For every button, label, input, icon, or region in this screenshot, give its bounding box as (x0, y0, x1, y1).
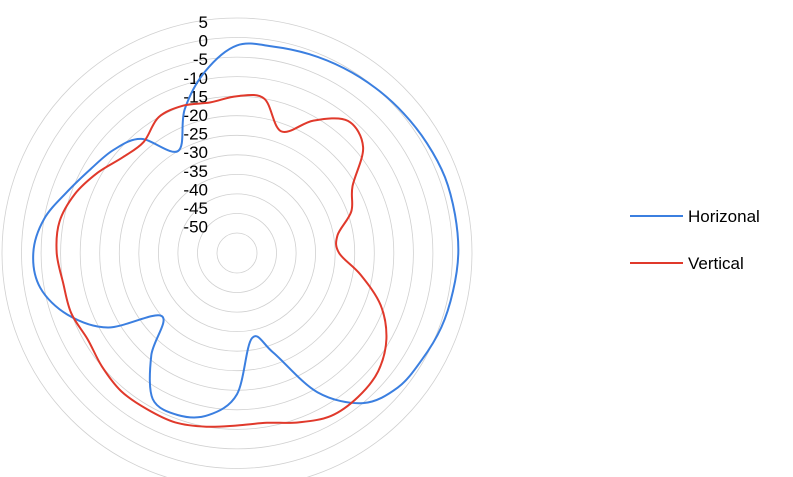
radial-tick-label: -50 (183, 218, 208, 237)
grid-ring (138, 154, 336, 352)
radial-grid (1, 17, 473, 477)
grid-ring (197, 213, 277, 293)
radial-tick-label: -5 (193, 50, 208, 69)
radial-tick-label: -30 (183, 143, 208, 162)
series-lines (32, 42, 460, 428)
grid-ring (157, 173, 316, 332)
series-line-horizonal (32, 42, 460, 419)
radial-tick-label: 0 (199, 32, 208, 51)
radial-tick-label: 5 (199, 13, 208, 32)
radial-tick-label: -45 (183, 199, 208, 218)
radial-tick-label: -25 (183, 125, 208, 144)
radial-tick-label: -40 (183, 180, 208, 199)
grid-ring (1, 17, 473, 477)
series-line-vertical (55, 93, 388, 428)
grid-ring (79, 95, 395, 411)
legend-label-vertical: Vertical (688, 254, 744, 273)
legend-label-horizonal: Horizonal (688, 207, 760, 226)
radial-tick-label: -10 (183, 69, 208, 88)
radial-tick-label: -20 (183, 106, 208, 125)
radial-tick-labels: 50-5-10-15-20-25-30-35-40-45-50 (183, 13, 208, 237)
grid-ring (21, 37, 453, 469)
grid-ring (60, 76, 414, 430)
radial-tick-label: -35 (183, 162, 208, 181)
grid-ring (118, 134, 356, 372)
grid-ring (40, 56, 434, 450)
legend: Horizonal Vertical (630, 207, 760, 273)
radial-tick-label: -15 (183, 87, 208, 106)
grid-ring (216, 232, 258, 274)
grid-ring (177, 193, 297, 313)
grid-ring (99, 115, 375, 391)
